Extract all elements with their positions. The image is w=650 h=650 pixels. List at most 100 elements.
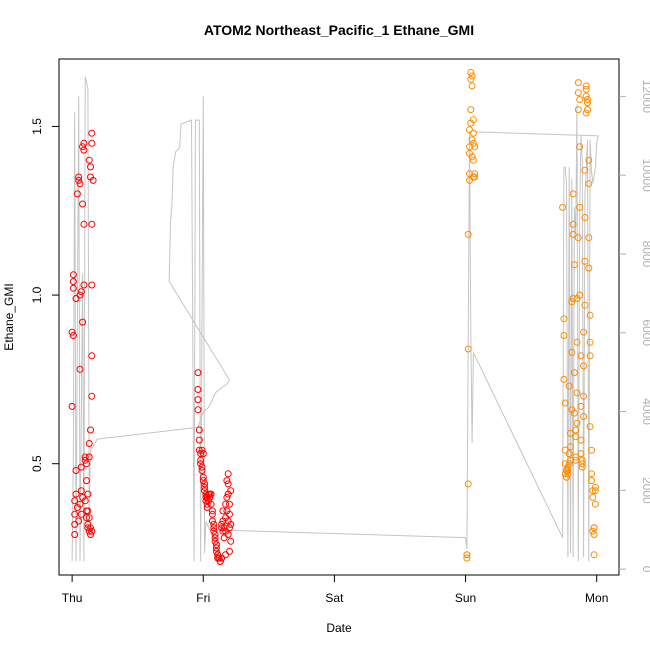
data-point-series-1 bbox=[81, 453, 89, 461]
data-point-series-2 bbox=[467, 75, 475, 83]
data-point-series-1 bbox=[71, 520, 79, 528]
data-point-series-2 bbox=[463, 554, 471, 562]
data-point-series-1 bbox=[223, 493, 231, 501]
data-point-series-1 bbox=[197, 456, 205, 464]
data-point-series-2 bbox=[580, 328, 588, 336]
data-point-series-1 bbox=[210, 524, 218, 532]
data-point-series-2 bbox=[471, 173, 479, 181]
data-point-series-1 bbox=[203, 500, 211, 508]
data-point-series-1 bbox=[197, 450, 205, 458]
data-point-series-2 bbox=[582, 92, 590, 100]
data-point-series-1 bbox=[71, 510, 79, 518]
data-point-series-2 bbox=[581, 257, 589, 265]
data-point-series-1 bbox=[206, 493, 214, 501]
data-point-series-1 bbox=[198, 467, 206, 474]
data-point-series-2 bbox=[567, 429, 574, 437]
data-point-series-2 bbox=[577, 402, 585, 410]
data-point-series-2 bbox=[466, 176, 473, 184]
data-point-series-2 bbox=[568, 348, 576, 356]
data-point-series-2 bbox=[576, 96, 584, 103]
data-point-series-1 bbox=[75, 517, 83, 525]
data-point-series-1 bbox=[89, 176, 97, 184]
data-point-series-2 bbox=[588, 470, 595, 478]
data-point-series-2 bbox=[463, 551, 471, 559]
data-point-series-1 bbox=[199, 473, 207, 481]
data-point-series-2 bbox=[589, 493, 597, 501]
data-point-series-2 bbox=[572, 426, 580, 434]
y-axis-label: Ethane_GMI bbox=[2, 283, 16, 350]
data-point-series-2 bbox=[582, 85, 590, 93]
data-point-series-1 bbox=[77, 487, 85, 495]
data-point-series-1 bbox=[226, 510, 233, 518]
data-point-series-1 bbox=[72, 467, 80, 474]
x-tick-label: Thu bbox=[62, 591, 83, 605]
data-point-series-1 bbox=[219, 527, 227, 535]
data-point-series-2 bbox=[577, 352, 585, 360]
data-point-series-2 bbox=[469, 129, 477, 137]
data-point-series-2 bbox=[588, 446, 595, 454]
data-points bbox=[68, 69, 599, 565]
data-point-series-2 bbox=[567, 456, 574, 464]
data-point-series-2 bbox=[591, 487, 599, 495]
y2-tick-label: 2000 bbox=[640, 477, 650, 504]
data-point-series-1 bbox=[211, 537, 219, 545]
data-point-series-2 bbox=[576, 291, 584, 299]
data-point-series-1 bbox=[88, 129, 96, 137]
data-point-series-1 bbox=[198, 463, 206, 471]
data-point-series-2 bbox=[574, 234, 582, 242]
data-point-series-2 bbox=[570, 409, 578, 417]
data-point-series-1 bbox=[227, 537, 235, 545]
data-point-series-1 bbox=[199, 450, 207, 458]
data-point-series-1 bbox=[87, 531, 94, 538]
data-point-series-2 bbox=[586, 423, 594, 431]
data-point-series-2 bbox=[590, 524, 598, 532]
data-point-series-1 bbox=[88, 527, 96, 535]
chart-title: ATOM2 Northeast_Pacific_1 Ethane_GMI bbox=[204, 22, 474, 38]
x-tick-label: Sun bbox=[455, 591, 476, 605]
data-point-series-1 bbox=[194, 406, 202, 414]
data-point-series-1 bbox=[68, 328, 76, 336]
data-point-series-2 bbox=[471, 143, 479, 151]
data-point-series-1 bbox=[216, 558, 224, 565]
data-point-series-2 bbox=[572, 453, 580, 461]
data-point-series-1 bbox=[212, 547, 220, 555]
data-point-series-1 bbox=[211, 531, 219, 538]
data-point-series-1 bbox=[84, 524, 92, 532]
data-point-series-1 bbox=[84, 507, 92, 515]
secondary-series-line bbox=[71, 76, 599, 562]
data-point-series-1 bbox=[198, 446, 206, 454]
y2-tick-label: 8000 bbox=[640, 241, 650, 268]
data-point-series-2 bbox=[578, 456, 586, 464]
data-point-series-2 bbox=[471, 170, 479, 178]
data-point-series-2 bbox=[569, 220, 577, 228]
data-point-series-1 bbox=[79, 143, 87, 151]
data-point-series-2 bbox=[591, 483, 599, 491]
x-tick-label: Mon bbox=[585, 591, 608, 605]
data-point-series-1 bbox=[68, 402, 76, 410]
data-point-series-1 bbox=[75, 176, 83, 184]
data-point-series-2 bbox=[464, 480, 472, 488]
data-point-series-1 bbox=[210, 527, 218, 535]
data-point-series-1 bbox=[72, 490, 80, 498]
data-point-series-1 bbox=[222, 500, 230, 508]
y-tick-label: 0.5 bbox=[30, 455, 44, 472]
data-point-series-1 bbox=[227, 487, 235, 495]
data-point-series-1 bbox=[71, 531, 79, 538]
data-point-series-1 bbox=[219, 507, 227, 515]
data-point-series-2 bbox=[469, 156, 477, 164]
data-point-series-1 bbox=[80, 220, 88, 228]
data-point-series-2 bbox=[591, 500, 599, 508]
data-point-series-2 bbox=[574, 106, 582, 114]
data-point-series-1 bbox=[85, 453, 93, 461]
data-point-series-1 bbox=[77, 288, 85, 296]
x-tick-label: Fri bbox=[196, 591, 210, 605]
data-point-series-1 bbox=[88, 281, 96, 289]
data-point-series-1 bbox=[76, 500, 84, 508]
data-point-series-2 bbox=[585, 234, 593, 242]
data-point-series-2 bbox=[585, 156, 593, 164]
data-point-series-1 bbox=[69, 284, 77, 292]
data-point-series-1 bbox=[212, 541, 220, 549]
data-point-series-1 bbox=[72, 295, 80, 302]
data-point-series-1 bbox=[76, 291, 84, 299]
data-point-series-1 bbox=[77, 510, 85, 518]
